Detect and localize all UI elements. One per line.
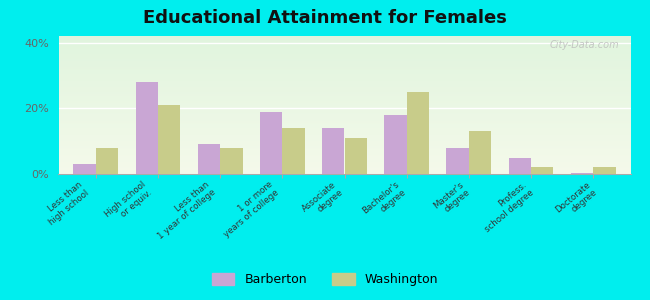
Bar <box>158 105 180 174</box>
Bar <box>344 138 367 174</box>
Bar <box>509 158 531 174</box>
Bar <box>96 148 118 174</box>
Text: Profess.
school degree: Profess. school degree <box>476 180 535 234</box>
Legend: Barberton, Washington: Barberton, Washington <box>207 268 443 291</box>
Text: High school
or equiv.: High school or equiv. <box>103 180 154 227</box>
Text: Master's
degree: Master's degree <box>431 180 472 218</box>
Bar <box>136 82 158 174</box>
Bar <box>282 128 305 174</box>
Text: Educational Attainment for Females: Educational Attainment for Females <box>143 9 507 27</box>
Bar <box>447 148 469 174</box>
Text: Less than
1 year of college: Less than 1 year of college <box>150 180 217 242</box>
Text: Bachelor's
degree: Bachelor's degree <box>361 180 408 224</box>
Text: 1 or more
years of college: 1 or more years of college <box>216 180 281 239</box>
Bar <box>469 131 491 174</box>
Text: Doctorate
degree: Doctorate degree <box>554 180 599 222</box>
Bar <box>571 173 593 174</box>
Text: Associate
degree: Associate degree <box>300 180 344 221</box>
Bar <box>260 112 282 174</box>
Bar <box>531 167 553 174</box>
Bar <box>407 92 429 174</box>
Bar <box>593 167 616 174</box>
Bar <box>73 164 96 174</box>
Bar <box>198 144 220 174</box>
Bar <box>384 115 407 174</box>
Text: City-Data.com: City-Data.com <box>549 40 619 50</box>
Bar <box>220 148 242 174</box>
Text: Less than
high school: Less than high school <box>40 180 90 226</box>
Bar <box>322 128 344 174</box>
